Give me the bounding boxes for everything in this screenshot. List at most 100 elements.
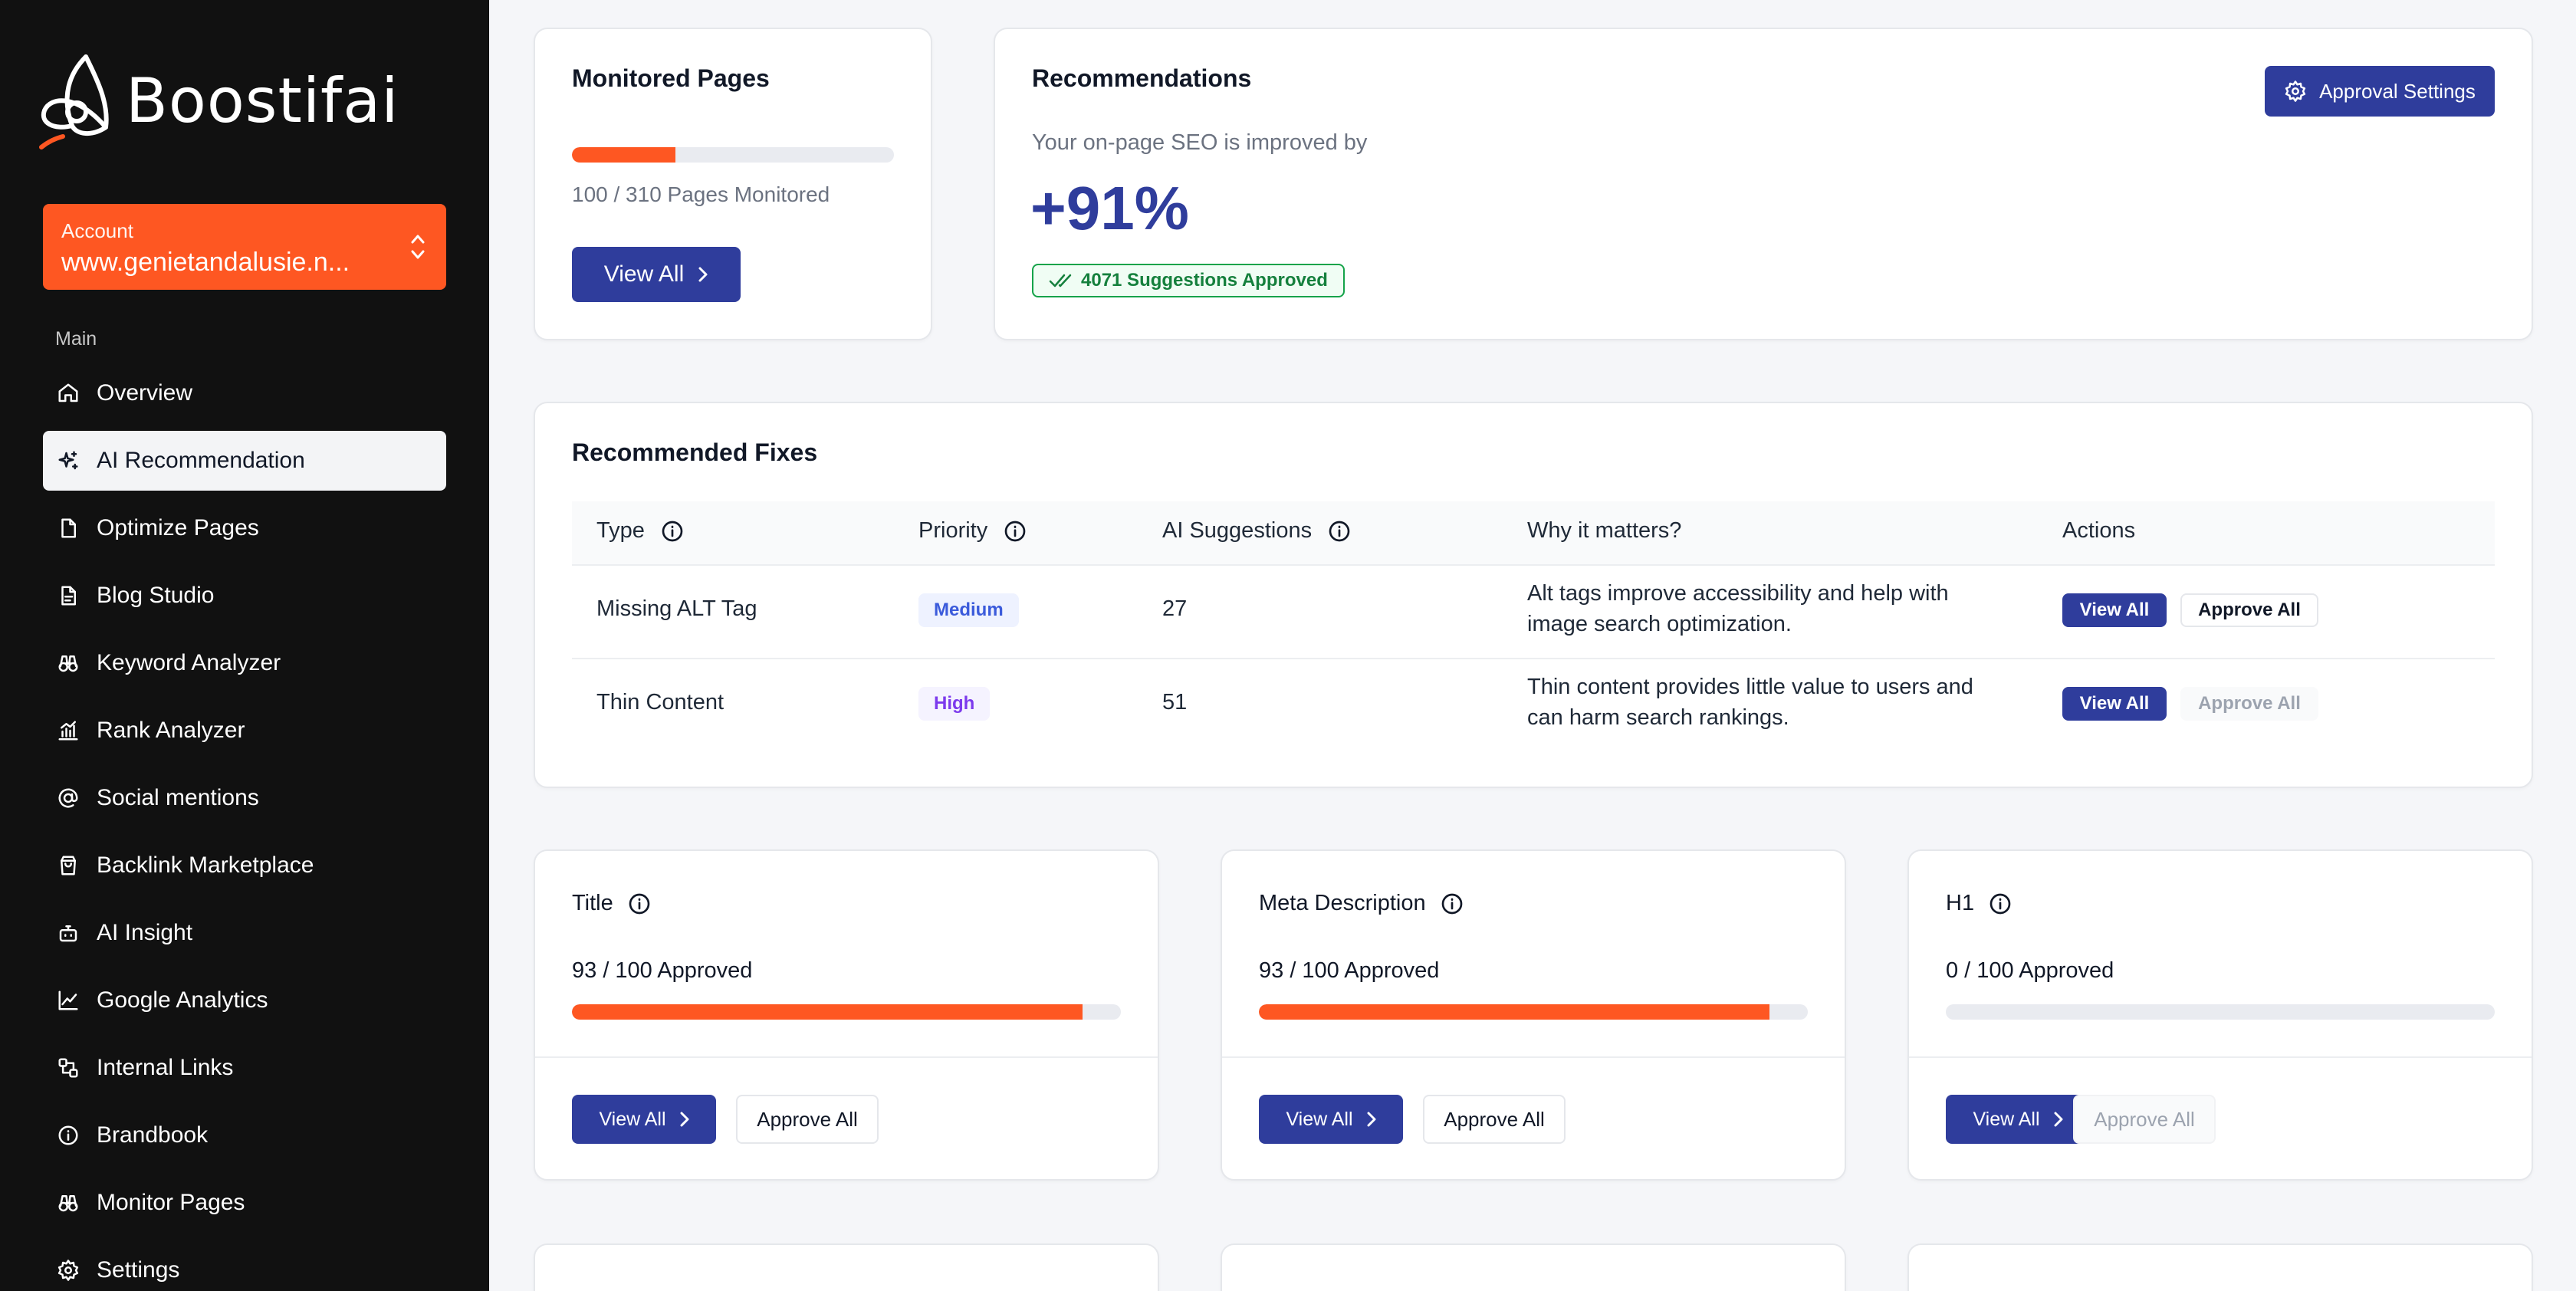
info-icon[interactable] (1440, 892, 1464, 916)
chevron-up-down-icon (411, 235, 425, 259)
sidebar-item-internal-links[interactable]: Internal Links (43, 1038, 446, 1098)
info-icon[interactable] (1988, 892, 2013, 916)
sidebar-item-label: Settings (97, 1257, 180, 1283)
row-divider (572, 564, 2495, 566)
view-all-label: View All (603, 261, 685, 287)
sidebar: Boostifai Account www.genietandalusie.n.… (0, 0, 489, 1291)
monitored-pages-card: Monitored Pages 100 / 310 Pages Monitore… (534, 28, 932, 340)
link-icon (55, 1055, 81, 1081)
line-chart-icon (55, 987, 81, 1013)
document-icon (55, 583, 81, 609)
metric-card-partial (1221, 1243, 1846, 1291)
seo-improvement-value: +91% (1030, 174, 1189, 242)
home-icon (55, 380, 81, 406)
approve-all-button[interactable]: Approve All (2180, 687, 2318, 721)
sidebar-item-settings[interactable]: Settings (43, 1240, 446, 1291)
sidebar-section-label: Main (55, 328, 97, 350)
view-all-button[interactable]: View All (2062, 593, 2167, 627)
sidebar-item-monitor-pages[interactable]: Monitor Pages (43, 1173, 446, 1233)
approve-all-button[interactable]: Approve All (2073, 1095, 2216, 1144)
column-header-priority: Priority (918, 518, 1027, 544)
shopping-bag-icon (55, 852, 81, 879)
metric-card-partial (1907, 1243, 2533, 1291)
account-value: www.genietandalusie.n... (61, 248, 350, 277)
sidebar-item-label: Brandbook (97, 1122, 209, 1148)
metric-card-h1: H1 0 / 100 Approved View All Approve All (1907, 849, 2533, 1181)
sidebar-item-label: Monitor Pages (97, 1190, 245, 1215)
column-header-ai-suggestions: AI Suggestions (1162, 518, 1352, 544)
priority-badge-high: High (918, 687, 991, 721)
column-header-type: Type (596, 518, 685, 544)
approval-settings-button[interactable]: Approval Settings (2265, 66, 2495, 117)
card-divider (1222, 1056, 1845, 1058)
info-icon[interactable] (1003, 519, 1027, 544)
file-icon (55, 515, 81, 541)
brand-logo[interactable]: Boostifai (38, 51, 399, 150)
sparkles-icon (55, 448, 81, 474)
double-check-icon (1049, 274, 1072, 287)
row-divider (572, 658, 2495, 659)
at-icon (55, 785, 81, 811)
sidebar-item-rank-analyzer[interactable]: Rank Analyzer (43, 701, 446, 760)
sidebar-item-optimize-pages[interactable]: Optimize Pages (43, 498, 446, 558)
sidebar-item-label: AI Recommendation (97, 448, 305, 473)
sidebar-item-label: Backlink Marketplace (97, 852, 314, 878)
metric-title: Title (572, 891, 652, 916)
metric-progress-bar (1946, 1004, 2495, 1020)
metric-progress-bar (572, 1004, 1121, 1020)
table-header: Type Priority AI Suggestions Why it matt… (572, 501, 2495, 564)
approve-all-button[interactable]: Approve All (2180, 593, 2318, 627)
column-header-why: Why it matters? (1527, 518, 1682, 543)
suggestions-approved-label: 4071 Suggestions Approved (1081, 270, 1328, 291)
sidebar-item-blog-studio[interactable]: Blog Studio (43, 566, 446, 626)
card-divider (535, 1056, 1158, 1058)
sidebar-nav: Overview AI Recommendation Optimize Page… (43, 363, 446, 1291)
sidebar-item-keyword-analyzer[interactable]: Keyword Analyzer (43, 633, 446, 693)
sidebar-item-google-analytics[interactable]: Google Analytics (43, 971, 446, 1030)
recommended-fixes-title: Recommended Fixes (572, 439, 818, 466)
sidebar-item-ai-insight[interactable]: AI Insight (43, 903, 446, 963)
row-suggestions-count: 27 (1162, 596, 1188, 621)
seo-improvement-subtitle: Your on-page SEO is improved by (1032, 130, 1368, 155)
row-why-line1: Alt tags improve accessibility and help … (1527, 581, 1949, 606)
metric-card-meta-description: Meta Description 93 / 100 Approved View … (1221, 849, 1846, 1181)
binoculars-icon (55, 650, 81, 676)
chevron-right-icon (698, 267, 708, 282)
account-switcher[interactable]: Account www.genietandalusie.n... (43, 204, 446, 290)
view-all-button[interactable]: View All (1946, 1095, 2090, 1144)
view-all-button[interactable]: View All (572, 1095, 716, 1144)
monitored-view-all-button[interactable]: View All (572, 247, 741, 302)
monitored-pages-title: Monitored Pages (572, 64, 770, 92)
row-suggestions-count: 51 (1162, 690, 1188, 714)
metric-title: Meta Description (1259, 891, 1464, 916)
metric-progress-fill (1259, 1004, 1769, 1020)
sidebar-item-brandbook[interactable]: Brandbook (43, 1105, 446, 1165)
sidebar-item-social-mentions[interactable]: Social mentions (43, 768, 446, 828)
binoculars-icon (55, 1190, 81, 1216)
gear-icon (2285, 80, 2306, 102)
metric-title: H1 (1946, 891, 2013, 916)
row-why-line1: Thin content provides little value to us… (1527, 675, 1973, 699)
metric-approved-count: 93 / 100 Approved (572, 958, 753, 983)
info-icon[interactable] (660, 519, 685, 544)
view-all-button[interactable]: View All (1259, 1095, 1403, 1144)
sidebar-item-label: Rank Analyzer (97, 718, 245, 743)
sidebar-item-overview[interactable]: Overview (43, 363, 446, 423)
sidebar-item-label: Internal Links (97, 1055, 234, 1080)
info-icon[interactable] (1327, 519, 1352, 544)
approve-all-button[interactable]: Approve All (736, 1095, 879, 1144)
info-icon (55, 1122, 81, 1148)
sidebar-item-ai-recommendation[interactable]: AI Recommendation (43, 431, 446, 491)
boostifai-logo-icon (39, 54, 109, 149)
recommendations-title: Recommendations (1032, 64, 1252, 92)
monitored-count: 100 / 310 Pages Monitored (572, 182, 830, 206)
approve-all-button[interactable]: Approve All (1423, 1095, 1566, 1144)
sidebar-item-label: Keyword Analyzer (97, 650, 281, 675)
info-icon[interactable] (627, 892, 652, 916)
sidebar-item-backlink-marketplace[interactable]: Backlink Marketplace (43, 836, 446, 895)
chevron-right-icon (1367, 1112, 1376, 1127)
view-all-button[interactable]: View All (2062, 687, 2167, 721)
sidebar-item-label: Overview (97, 380, 193, 406)
row-type: Thin Content (596, 690, 724, 714)
sidebar-item-label: Optimize Pages (97, 515, 259, 540)
